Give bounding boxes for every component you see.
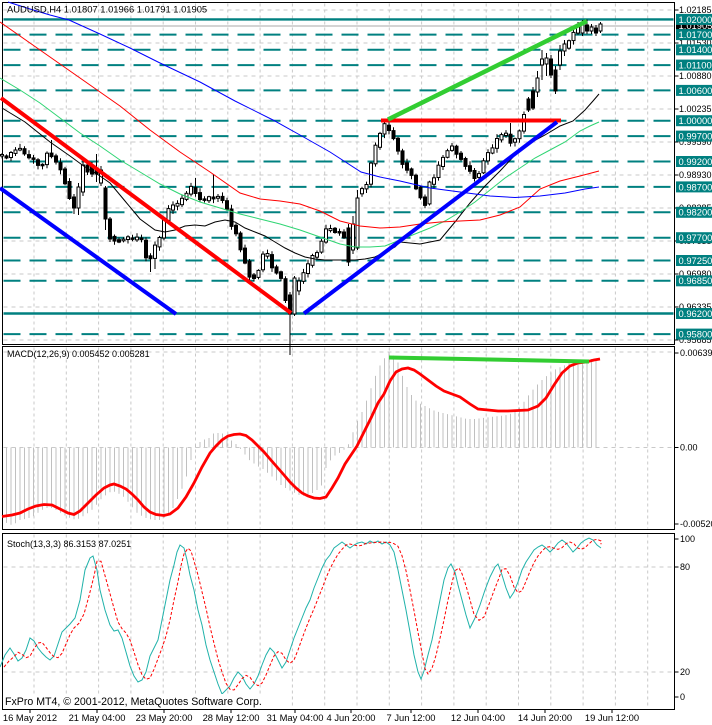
svg-text:FxPro MT4, © 2001-2012, MetaQu: FxPro MT4, © 2001-2012, MetaQuotes Softw…	[5, 696, 262, 708]
svg-text:1.00600: 1.00600	[679, 85, 712, 96]
svg-text:0.96335: 0.96335	[679, 302, 712, 312]
svg-text:0.98930: 0.98930	[679, 170, 712, 180]
svg-text:4 Jun 20:00: 4 Jun 20:00	[327, 712, 376, 723]
svg-text:21 May 04:00: 21 May 04:00	[69, 712, 126, 723]
svg-text:0.99200: 0.99200	[679, 156, 712, 167]
svg-text:1.00880: 1.00880	[679, 71, 712, 81]
svg-text:16 May 2012: 16 May 2012	[3, 712, 57, 723]
svg-text:28 May 12:00: 28 May 12:00	[203, 712, 260, 723]
svg-text:1.01100: 1.01100	[679, 60, 712, 71]
svg-text:12 Jun 04:00: 12 Jun 04:00	[451, 712, 505, 723]
svg-text:0.97250: 0.97250	[679, 255, 712, 266]
svg-text:0.96850: 0.96850	[679, 275, 712, 286]
svg-text:1.02000: 1.02000	[679, 14, 712, 25]
svg-text:100: 100	[680, 534, 695, 544]
svg-text:20: 20	[680, 667, 690, 677]
svg-text:0: 0	[680, 692, 685, 702]
svg-text:0.95800: 0.95800	[679, 329, 712, 340]
svg-text:23 May 20:00: 23 May 20:00	[136, 712, 193, 723]
svg-text:1.00000: 1.00000	[679, 115, 712, 126]
svg-text:0.99590: 0.99590	[679, 137, 712, 147]
svg-text:0.98200: 0.98200	[679, 207, 712, 218]
svg-text:Stoch(13,3,3) 86.3153 87.0251: Stoch(13,3,3) 86.3153 87.0251	[7, 539, 131, 549]
svg-text:14 Jun 20:00: 14 Jun 20:00	[518, 712, 572, 723]
svg-text:AUDUSD,H4 1.01807 1.01966 1.0: AUDUSD,H4 1.01807 1.01966 1.01791 1.0190…	[7, 4, 207, 15]
svg-text:0.95685: 0.95685	[679, 335, 712, 345]
svg-text:1.01700: 1.01700	[679, 29, 712, 40]
svg-text:1.01400: 1.01400	[679, 44, 712, 55]
svg-text:1.01905: 1.01905	[679, 20, 712, 31]
svg-text:0.99700: 0.99700	[679, 131, 712, 142]
svg-text:0.98700: 0.98700	[679, 181, 712, 192]
svg-text:80: 80	[680, 562, 690, 572]
svg-text:31 May 04:00: 31 May 04:00	[267, 712, 324, 723]
svg-text:MACD(12,26,9) 0.005452 0.00528: MACD(12,26,9) 0.005452 0.005281	[7, 349, 150, 359]
svg-text:0.97700: 0.97700	[679, 232, 712, 243]
svg-text:0.96980: 0.96980	[679, 269, 712, 279]
svg-text:0.00639: 0.00639	[680, 348, 712, 358]
svg-text:0.00: 0.00	[680, 443, 698, 453]
svg-text:1.00235: 1.00235	[679, 104, 712, 114]
svg-text:1.01530: 1.01530	[679, 38, 712, 48]
svg-text:7 Jun 12:00: 7 Jun 12:00	[387, 712, 436, 723]
svg-text:-0.00520: -0.00520	[680, 519, 712, 529]
svg-text:1.02185: 1.02185	[679, 5, 712, 15]
svg-text:19 Jun 12:00: 19 Jun 12:00	[585, 712, 639, 723]
svg-text:0.96200: 0.96200	[679, 308, 712, 319]
